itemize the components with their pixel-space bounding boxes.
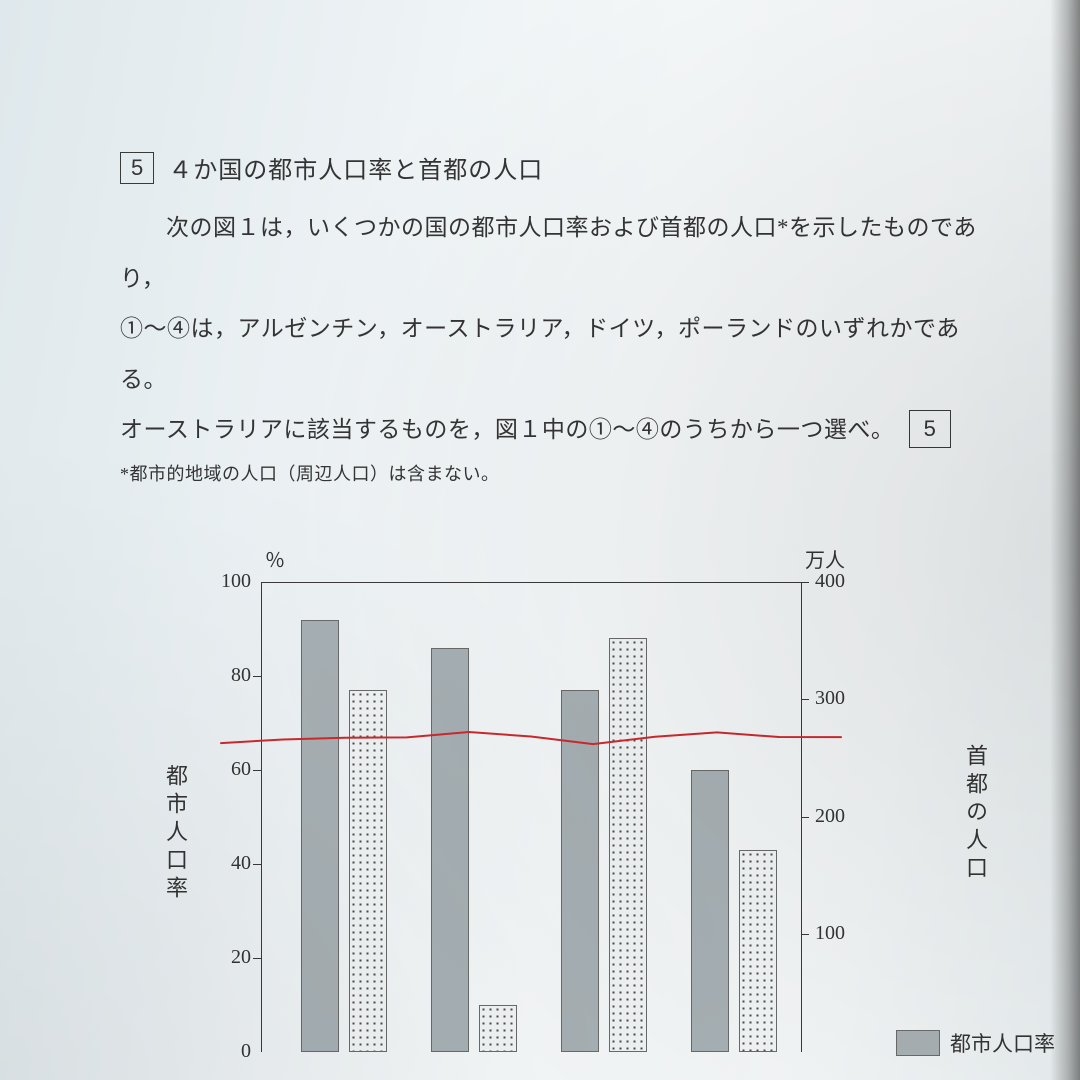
answer-number-box: 5: [909, 410, 952, 447]
bar-urban-rate: [301, 620, 339, 1052]
left-tick: [253, 958, 261, 959]
legend-label-solid: 都市人口率: [950, 1028, 1055, 1058]
question-line-3: オーストラリアに該当するものを，図１中の①〜④のうちから一つ選べ。 5: [120, 405, 990, 456]
question-title: ４か国の都市人口率と首都の人口: [168, 150, 543, 185]
left-axis-unit: ％: [265, 544, 285, 573]
bar-capital-pop: [739, 850, 777, 1052]
right-tick: [801, 817, 809, 818]
footnote-text: *都市的地域の人口（周辺人口）は含まない。: [120, 464, 500, 484]
question-line-2: ①〜④は，アルゼンチン，オーストラリア，ドイツ，ポーランドのいずれかである。: [120, 304, 990, 405]
right-tick-label: 100: [815, 922, 845, 945]
plot-area: [261, 582, 801, 1052]
book-spine-shadow: [1050, 0, 1080, 1080]
bar-urban-rate: [431, 648, 469, 1052]
legend-swatch-solid: [896, 1030, 940, 1056]
left-tick-label: 100: [221, 570, 251, 593]
question-header: 5 ４か国の都市人口率と首都の人口: [120, 150, 990, 185]
left-tick-label: 20: [231, 946, 251, 969]
left-tick-label: 80: [231, 664, 251, 687]
left-tick: [253, 676, 261, 677]
left-tick-label: 60: [231, 758, 251, 781]
right-tick: [801, 582, 809, 583]
right-tick: [801, 699, 809, 700]
left-axis-title: 都市人口率: [159, 764, 191, 904]
right-tick: [801, 934, 809, 935]
left-tick: [253, 770, 261, 771]
right-axis-title: 首都の人口: [959, 744, 991, 884]
right-tick-label: 400: [815, 570, 845, 593]
exam-page: 5 ４か国の都市人口率と首都の人口 次の図１は，いくつかの国の都市人口率および首…: [0, 0, 1080, 1054]
legend: 都市人口率: [896, 1028, 1055, 1058]
left-tick: [253, 864, 261, 865]
bar-chart: ％ 万人 都市人口率 首都の人口 都市人口率 02040608010010020…: [165, 534, 945, 1054]
question-number-box: 5: [120, 152, 154, 184]
bar-urban-rate: [561, 690, 599, 1052]
bar-capital-pop: [349, 690, 387, 1052]
right-axis-unit: 万人: [805, 544, 845, 573]
question-line-3-text: オーストラリアに該当するものを，図１中の①〜④のうちから一つ選べ。: [120, 417, 894, 442]
left-tick-label: 40: [231, 852, 251, 875]
right-tick-label: 300: [815, 687, 845, 710]
left-tick-label: 0: [241, 1040, 251, 1063]
right-tick-label: 200: [815, 805, 845, 828]
footnote: *都市的地域の人口（周辺人口）は含まない。: [120, 460, 990, 486]
question-body: 次の図１は，いくつかの国の都市人口率および首都の人口*を示したものであり， ①〜…: [120, 203, 990, 456]
bar-urban-rate: [691, 770, 729, 1052]
question-line-1: 次の図１は，いくつかの国の都市人口率および首都の人口*を示したものであり，: [120, 203, 990, 304]
bar-capital-pop: [609, 638, 647, 1052]
bar-capital-pop: [479, 1005, 517, 1052]
